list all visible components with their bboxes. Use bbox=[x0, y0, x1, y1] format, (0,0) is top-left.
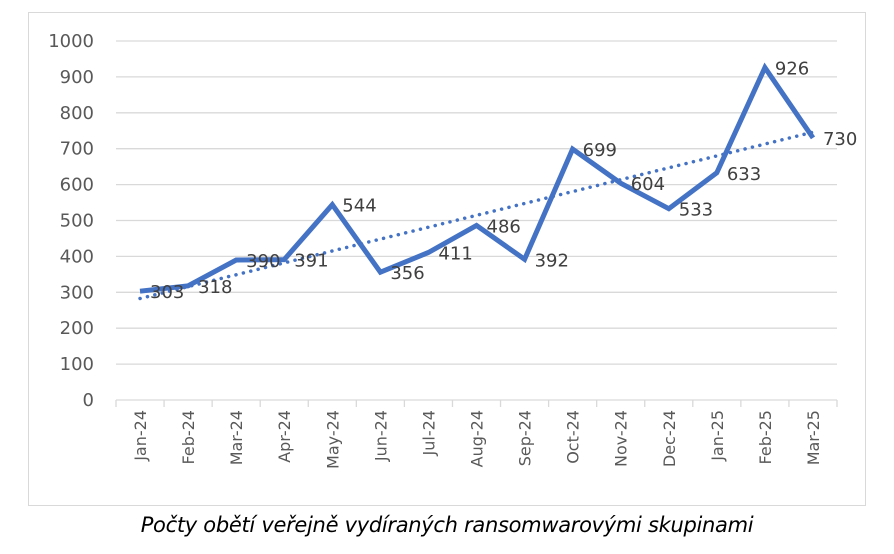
data-series bbox=[139, 62, 816, 294]
x-tick-label: Aug-24 bbox=[468, 410, 487, 467]
x-tick-label: Apr-24 bbox=[275, 410, 294, 463]
y-tick-label: 200 bbox=[60, 318, 94, 339]
trendline-path bbox=[138, 130, 815, 301]
data-label: 318 bbox=[198, 277, 232, 298]
x-tick-label: Oct-24 bbox=[564, 410, 583, 464]
x-tick-label: Mar-24 bbox=[227, 410, 246, 465]
data-label: 633 bbox=[727, 164, 761, 185]
y-tick-label: 0 bbox=[83, 390, 94, 411]
data-label: 411 bbox=[438, 243, 472, 264]
data-label: 604 bbox=[631, 174, 665, 195]
data-label: 390 bbox=[246, 251, 280, 272]
gridlines bbox=[116, 40, 837, 365]
y-axis: 0 100 200 300 400 500 600 700 800 900 1000 bbox=[48, 31, 94, 411]
data-label: 392 bbox=[535, 250, 569, 271]
data-label: 926 bbox=[775, 59, 809, 80]
x-tick-label: Mar-25 bbox=[804, 410, 823, 465]
y-tick-label: 400 bbox=[60, 246, 94, 267]
y-tick-label: 300 bbox=[60, 282, 94, 303]
x-tick-label: Sep-24 bbox=[516, 410, 535, 466]
x-tick-label: Jul-24 bbox=[419, 410, 438, 456]
chart-frame bbox=[28, 12, 866, 506]
y-tick-label: 900 bbox=[60, 67, 94, 88]
x-axis: Jan-24 Feb-24 Mar-24 Apr-24 May-24 Jun-24 Jul-… bbox=[115, 399, 838, 469]
x-tick-label: Dec-24 bbox=[660, 410, 679, 467]
data-labels: 303 318 390 391 544 356 411 486 392 699 604 533 633 9… bbox=[150, 59, 857, 304]
series-line bbox=[139, 62, 816, 294]
data-label: 391 bbox=[294, 251, 328, 272]
x-tick-label: May-24 bbox=[323, 410, 342, 469]
data-label: 303 bbox=[150, 282, 184, 303]
data-label: 730 bbox=[823, 129, 857, 150]
trendline bbox=[138, 130, 815, 301]
y-tick-label: 600 bbox=[60, 175, 94, 196]
x-tick-label: Feb-24 bbox=[179, 410, 198, 464]
chart-caption: Počty obětí veřejně vydíraných ransomwar… bbox=[140, 513, 754, 537]
x-tick-label: Jan-25 bbox=[708, 410, 727, 462]
y-tick-label: 1000 bbox=[48, 31, 94, 52]
y-tick-label: 100 bbox=[60, 354, 94, 375]
x-tick-label: Nov-24 bbox=[612, 410, 631, 467]
x-tick-label: Feb-25 bbox=[756, 410, 775, 464]
x-tick-label: Jun-24 bbox=[371, 410, 390, 462]
data-label: 699 bbox=[583, 140, 617, 161]
y-tick-label: 700 bbox=[60, 139, 94, 160]
y-tick-label: 500 bbox=[60, 211, 94, 232]
data-label: 533 bbox=[679, 200, 713, 221]
data-label: 486 bbox=[487, 217, 521, 238]
y-tick-label: 800 bbox=[60, 103, 94, 124]
data-label: 544 bbox=[342, 196, 376, 217]
x-tick-label: Jan-24 bbox=[131, 410, 150, 462]
data-label: 356 bbox=[390, 263, 424, 284]
